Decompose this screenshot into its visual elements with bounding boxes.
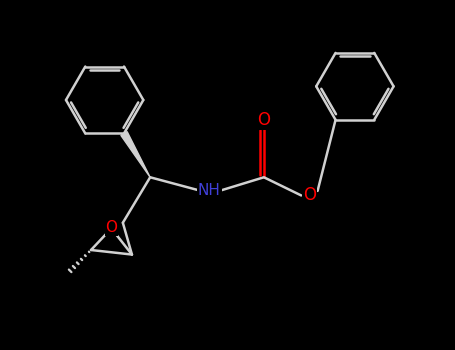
- Text: O: O: [106, 220, 117, 235]
- Polygon shape: [121, 132, 150, 177]
- Text: O: O: [303, 187, 316, 204]
- Text: O: O: [258, 111, 270, 130]
- Text: NH: NH: [198, 183, 221, 198]
